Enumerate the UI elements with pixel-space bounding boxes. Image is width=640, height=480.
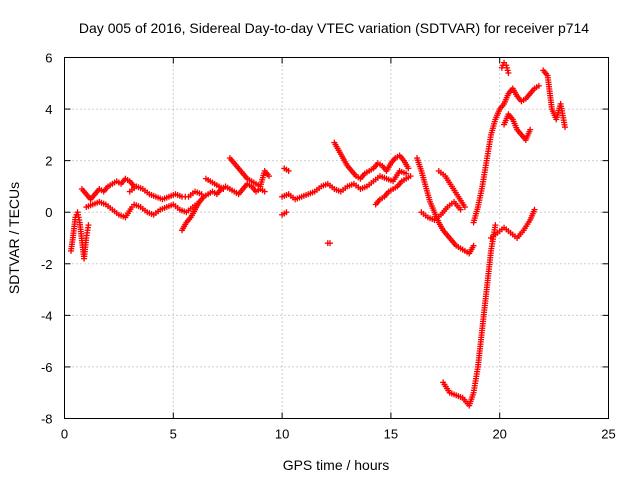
y-tick-label: -6 [41,360,53,375]
x-tick-label: 0 [61,427,68,442]
x-tick-label: 10 [275,427,289,442]
y-tick-label: -2 [41,257,53,272]
x-tick-label: 20 [492,427,506,442]
x-tick-label: 15 [384,427,398,442]
x-tick-label: 5 [170,427,177,442]
grid-layer [65,58,609,419]
y-tick-label: 0 [45,205,52,220]
x-tick-label: 25 [601,427,615,442]
data-points-layer [68,60,568,409]
y-tick-label: 6 [45,51,52,66]
y-tick-label: 2 [45,154,52,169]
plot-frame [65,58,609,419]
chart-title: Day 005 of 2016, Sidereal Day-to-day VTE… [79,20,589,36]
x-axis-label: GPS time / hours [283,457,390,473]
y-tick-label: 4 [45,102,52,117]
y-axis-label: SDTVAR / TECUs [6,182,22,294]
y-tick-label: -4 [41,308,53,323]
sdtvar-scatter-chart: Day 005 of 2016, Sidereal Day-to-day VTE… [0,0,640,480]
y-tick-label: -8 [41,412,53,427]
